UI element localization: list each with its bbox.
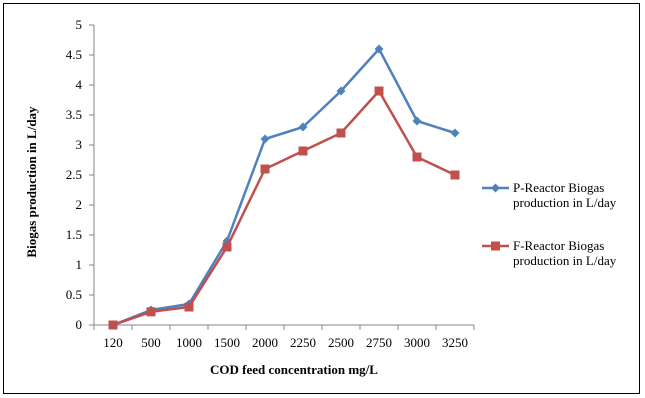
x-tick-label: 2000: [252, 335, 278, 350]
y-tick-label: 5: [76, 17, 83, 32]
data-point: [450, 128, 460, 138]
data-point: [146, 307, 156, 317]
data-point: [412, 116, 422, 126]
y-tick-label: 2.5: [66, 167, 82, 182]
data-point: [412, 152, 422, 162]
data-point: [260, 134, 270, 144]
data-point: [260, 164, 270, 174]
x-tick-label: 2750: [366, 335, 392, 350]
axes: [89, 24, 475, 330]
x-axis-title: COD feed concentration mg/L: [210, 362, 378, 377]
data-point: [298, 146, 308, 156]
x-tick-label: 500: [141, 335, 161, 350]
line-chart: 0 0.5 1 1.5 2 2.5 3 3.5 4 4.5 5 120 500 1000 1500 2000…: [24, 17, 617, 377]
y-tick-label: 2: [76, 197, 83, 212]
y-tick-label: 0: [76, 317, 83, 332]
data-point: [336, 128, 346, 138]
legend-label: production in L/day: [513, 253, 617, 268]
y-tick-label: 1.5: [66, 227, 82, 242]
y-tick-label: 3.5: [66, 107, 82, 122]
x-tick-label: 3000: [404, 335, 430, 350]
data-point: [222, 242, 232, 252]
legend-label: F-Reactor Biogas: [513, 238, 604, 253]
series-layer: [108, 44, 460, 330]
data-point: [450, 170, 460, 180]
y-tick-label: 4: [76, 77, 83, 92]
y-tick-labels: 0 0.5 1 1.5 2 2.5 3 3.5 4 4.5 5: [66, 17, 83, 332]
y-axis-title: Biogas production in L/day: [24, 106, 39, 258]
legend-marker: [491, 183, 500, 193]
x-tick-label: 2250: [290, 335, 316, 350]
data-point: [108, 320, 118, 330]
data-point: [374, 44, 384, 54]
data-point: [184, 302, 194, 312]
x-tick-label: 2500: [328, 335, 354, 350]
series-line: [112, 47, 456, 327]
legend-label: P-Reactor Biogas: [513, 180, 604, 195]
y-tick-label: 4.5: [66, 47, 82, 62]
x-tick-label: 1500: [214, 335, 240, 350]
y-tick-label: 3: [76, 137, 83, 152]
series-2: [108, 86, 460, 330]
x-tick-label: 120: [103, 335, 123, 350]
series-1: [108, 44, 460, 330]
legend-marker: [491, 241, 500, 251]
x-tick-labels: 120 500 1000 1500 2000 2250 2500 2750 3000 3250: [103, 335, 468, 350]
x-tick-label: 3250: [442, 335, 468, 350]
series-line: [112, 89, 456, 327]
data-point: [298, 122, 308, 132]
chart-frame: 0 0.5 1 1.5 2 2.5 3 3.5 4 4.5 5 120 500 1000 1500 2000…: [3, 3, 640, 394]
data-point: [336, 86, 346, 96]
data-point: [374, 86, 384, 96]
legend-label: production in L/day: [513, 195, 617, 210]
y-tick-label: 0.5: [66, 287, 82, 302]
y-tick-label: 1: [76, 257, 83, 272]
x-tick-label: 1000: [176, 335, 202, 350]
